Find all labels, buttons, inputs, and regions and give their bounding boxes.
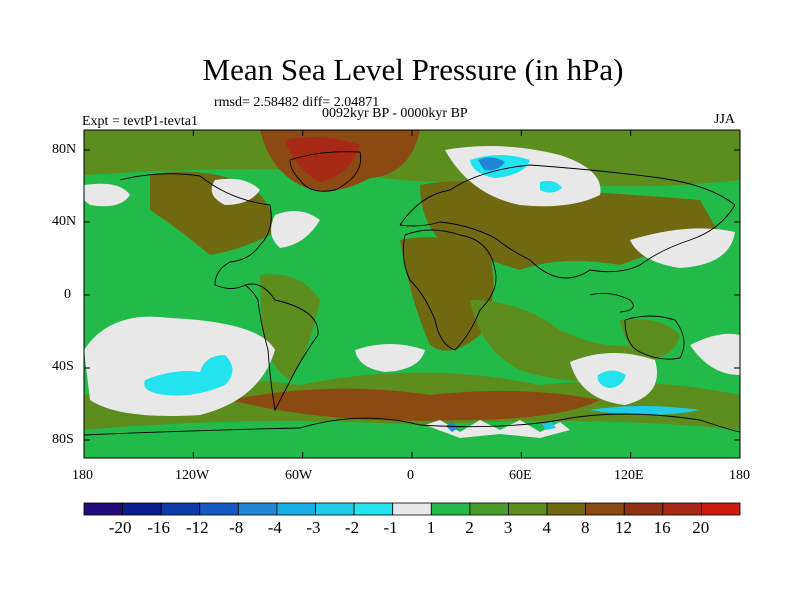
coastlines: [84, 151, 740, 436]
plot-title: Mean Sea Level Pressure (in hPa): [202, 52, 624, 87]
field-southern-high: [230, 388, 600, 421]
field-cyan-south-pacific: [144, 355, 233, 396]
coast-indonesia: [589, 292, 634, 313]
colorbar-swatch: [430, 502, 471, 516]
lat-label-80n: 80N: [52, 142, 77, 157]
colorbar: [83, 502, 741, 516]
colorbar-swatch: [237, 502, 278, 516]
field-lightblue-antarctic: [542, 422, 556, 430]
coast-south-america: [244, 283, 319, 412]
field-layer: [84, 130, 740, 458]
colorbar-label: 20: [692, 518, 710, 537]
colorbar-label: 8: [581, 518, 590, 537]
field-lightblue-ross: [590, 406, 700, 415]
colorbar-label: -1: [383, 518, 398, 537]
colorbar-label: 1: [426, 518, 436, 537]
field-cyan-russia: [540, 180, 562, 193]
experiment-label: Expt = tevtP1-tevta1: [82, 114, 198, 129]
colorbar-swatch: [546, 502, 587, 516]
colorbar-swatch: [392, 502, 432, 516]
field-gray-south-atlantic: [355, 344, 425, 372]
lat-label-40n: 40N: [52, 214, 77, 229]
colorbar-label: -16: [147, 518, 171, 537]
colorbar-swatch: [508, 502, 548, 516]
colorbar-swatch: [701, 502, 741, 516]
colorbar-swatch: [469, 502, 509, 516]
field-gray-south-pacific: [84, 316, 275, 416]
colorbar-label: -2: [344, 518, 360, 537]
field-gray-atlantic: [271, 211, 320, 248]
season-label: JJA: [714, 112, 736, 127]
colorbar-swatch: [83, 502, 123, 516]
lon-label-180w: 180: [72, 468, 93, 483]
coast-eurasia: [399, 164, 736, 279]
colorbar-swatch: [662, 502, 702, 516]
lat-label-0: 0: [64, 287, 71, 302]
colorbar-label: 16: [653, 518, 671, 537]
coast-africa: [402, 229, 497, 351]
field-gray-alaska: [84, 183, 130, 207]
lon-label-180e: 180: [729, 468, 750, 483]
colorbar-swatch: [315, 502, 355, 516]
field-greenland-peak: [285, 136, 360, 182]
period-text: 0092kyr BP - 0000kyr BP: [322, 106, 468, 121]
coast-australia: [624, 315, 685, 360]
colorbar-label: 3: [503, 518, 513, 537]
colorbar-label: -12: [185, 518, 209, 537]
lat-label-40s: 40S: [52, 359, 74, 374]
field-blue-scandinavia: [478, 157, 505, 171]
coast-greenland: [289, 151, 362, 192]
colorbar-swatch: [276, 502, 316, 516]
lon-label-120e: 120E: [614, 468, 644, 483]
colorbar-label: -3: [306, 518, 321, 537]
colorbar-label: -8: [229, 518, 244, 537]
lon-label-120w: 120W: [175, 468, 210, 483]
lon-label-0: 0: [407, 468, 414, 483]
field-gray-antarctic: [425, 420, 570, 438]
field-gray-pacific-north: [630, 228, 735, 268]
colorbar-swatch: [160, 502, 201, 516]
field-blue-antarctic-1: [446, 422, 458, 432]
colorbar-swatch: [623, 502, 664, 516]
lon-label-60e: 60E: [509, 468, 532, 483]
field-gray-tasman: [690, 333, 740, 375]
coast-north-america: [119, 173, 272, 289]
colorbar-swatch: [122, 502, 162, 516]
lon-label-60w: 60W: [285, 468, 313, 483]
field-africa: [400, 237, 494, 351]
lat-label-80s: 80S: [52, 432, 74, 447]
field-gray-canada: [211, 178, 260, 205]
colorbar-label: 2: [465, 518, 474, 537]
colorbar-swatch: [199, 502, 239, 516]
colorbar-swatch: [353, 502, 394, 516]
field-australia: [620, 319, 680, 360]
field-antarctic: [84, 421, 740, 458]
colorbar-label: -4: [267, 518, 282, 537]
colorbar-swatch: [585, 502, 625, 516]
coast-antarctica: [84, 413, 740, 436]
colorbar-label: 12: [615, 518, 633, 537]
field-cyan-indian: [597, 370, 626, 388]
colorbar-label: -20: [108, 518, 132, 537]
axis-ticks: [83, 130, 741, 458]
stats-text: rmsd= 2.58482 diff= 2.04871: [214, 95, 380, 110]
colorbar-label: 4: [542, 518, 551, 537]
field-south-america: [260, 274, 320, 380]
